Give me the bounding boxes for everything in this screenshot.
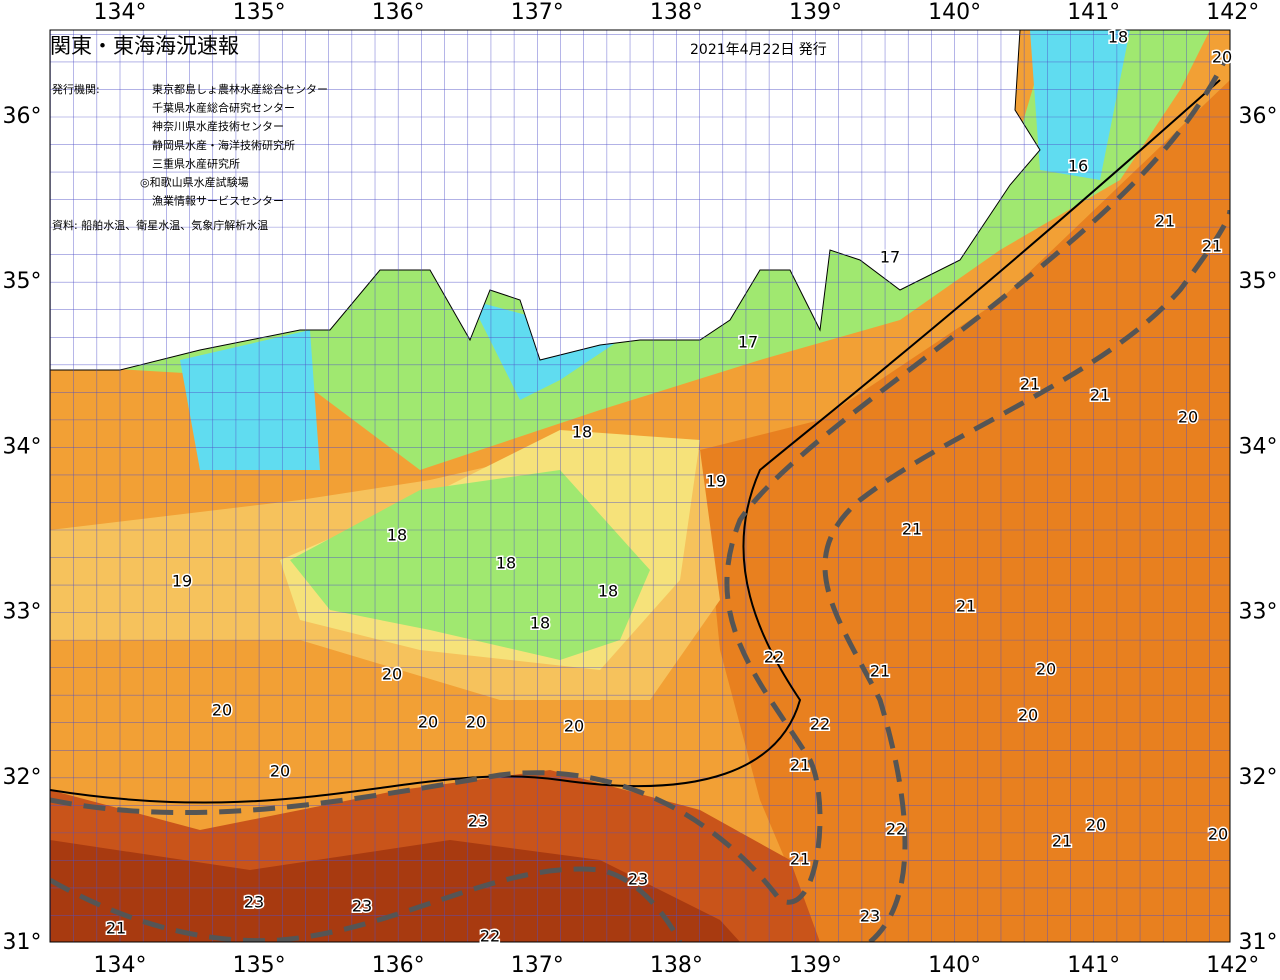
isotherm-label: 22 — [886, 820, 906, 839]
isotherm-label: 23 — [468, 812, 488, 831]
isotherm-label: 19 — [172, 572, 192, 591]
isotherm-label: 18 — [598, 582, 618, 601]
longitude-label: 142° — [1206, 0, 1259, 25]
longitude-label: 134° — [94, 953, 147, 978]
isotherm-label: 16 — [1068, 157, 1088, 176]
isotherm-label: 18 — [572, 423, 592, 442]
isotherm-label: 22 — [764, 648, 784, 667]
agency: 三重県水産研究所 — [152, 156, 240, 170]
agencies-label: 発行機関: — [52, 82, 100, 96]
issue-date: 2021年4月22日 発行 — [690, 42, 827, 58]
isotherm-label: 18 — [1108, 28, 1128, 47]
longitude-label: 141° — [1067, 0, 1120, 25]
longitude-label: 139° — [789, 953, 842, 978]
longitude-label: 142° — [1206, 953, 1259, 978]
latitude-label: 34° — [3, 434, 42, 459]
agency: 東京都島しょ農林水産総合センター — [152, 82, 328, 96]
warm-region — [700, 80, 1230, 942]
isotherm-label: 23 — [628, 870, 648, 889]
isotherm-label: 20 — [1208, 825, 1228, 844]
longitude-label: 141° — [1067, 953, 1120, 978]
latitude-label: 36° — [3, 104, 42, 129]
isotherm-label: 18 — [530, 614, 550, 633]
isotherm-label: 23 — [244, 893, 264, 912]
isotherm-label: 20 — [382, 665, 402, 684]
isotherm-label: 21 — [1202, 237, 1222, 256]
isotherm-label: 20 — [1178, 408, 1198, 427]
current-axis — [822, 209, 1230, 942]
latitude-label: 35° — [3, 269, 42, 294]
source: 資料: 船舶水温、衛星水温、気象庁解析水温 — [52, 218, 268, 232]
longitude-label: 134° — [94, 0, 147, 25]
isotherm-label: 23 — [860, 907, 880, 926]
latitude-label: 36° — [1239, 104, 1278, 129]
longitude-label: 136° — [372, 0, 425, 25]
isotherm-label: 21 — [1155, 212, 1175, 231]
agency: 千葉県水産総合研究センター — [152, 101, 295, 115]
isotherm-label: 21 — [956, 597, 976, 616]
latitude-label: 34° — [1239, 434, 1278, 459]
latitude-label: 35° — [1239, 269, 1278, 294]
agency: 静岡県水産・海洋技術研究所 — [152, 138, 295, 152]
longitude-label: 140° — [928, 953, 981, 978]
current-axis — [50, 866, 683, 942]
isotherm-label: 20 — [418, 713, 438, 732]
kuroshio-core — [50, 840, 740, 942]
isotherm-label: 21 — [1090, 386, 1110, 405]
longitude-label: 135° — [233, 953, 286, 978]
longitude-label: 138° — [650, 953, 703, 978]
isotherm-label: 17 — [738, 333, 758, 352]
latitude-label: 31° — [3, 930, 42, 955]
grid — [50, 30, 1230, 942]
coastal-cold — [1030, 30, 1130, 180]
isotherm-label: 21 — [1020, 375, 1040, 394]
longitude-label: 137° — [511, 953, 564, 978]
frame — [49, 29, 1231, 943]
isotherm-label: 20 — [1018, 706, 1038, 725]
isotherm-label: 17 — [880, 248, 900, 267]
isotherm-label: 18 — [496, 554, 516, 573]
isotherm-label: 21 — [1052, 832, 1072, 851]
isotherm-label: 19 — [706, 472, 726, 491]
isotherm-line — [50, 79, 1221, 804]
isotherm-label: 18 — [387, 526, 407, 545]
longitude-label: 139° — [789, 0, 842, 25]
isotherm-label: 20 — [212, 701, 232, 720]
latitude-label: 33° — [3, 600, 42, 625]
isotherm-label: 20 — [1212, 48, 1232, 67]
isotherm-label: 20 — [564, 717, 584, 736]
latitude-label: 31° — [1239, 930, 1278, 955]
isotherm-label: 23 — [352, 897, 372, 916]
latitude-label: 32° — [1239, 765, 1278, 790]
isotherm-label: 20 — [1036, 660, 1056, 679]
agency: 神奈川県水産技術センター — [152, 119, 284, 133]
latitude-label: 33° — [1239, 600, 1278, 625]
isotherm-label: 21 — [106, 919, 126, 938]
longitude-label: 138° — [650, 0, 703, 25]
title: 関東・東海海況速報 — [50, 34, 239, 58]
agency: ◎和歌山県水産試験場 — [140, 175, 249, 189]
isotherm-label: 21 — [870, 662, 890, 681]
isotherm-label: 20 — [1086, 816, 1106, 835]
map-area — [50, 30, 1230, 942]
longitude-label: 140° — [928, 0, 981, 25]
isotherm-label: 21 — [902, 520, 922, 539]
latitude-label: 32° — [3, 765, 42, 790]
longitude-label: 135° — [233, 0, 286, 25]
isotherm-label: 21 — [790, 756, 810, 775]
agency: 漁業情報サービスセンター — [152, 194, 284, 208]
isotherm-label: 20 — [270, 762, 290, 781]
isotherm-label: 22 — [480, 927, 500, 946]
isotherm-label: 22 — [810, 715, 830, 734]
isotherm-label: 20 — [466, 713, 486, 732]
longitude-label: 136° — [372, 953, 425, 978]
current-axis — [50, 58, 1228, 905]
isotherm-label: 21 — [790, 850, 810, 869]
longitude-label: 137° — [511, 0, 564, 25]
